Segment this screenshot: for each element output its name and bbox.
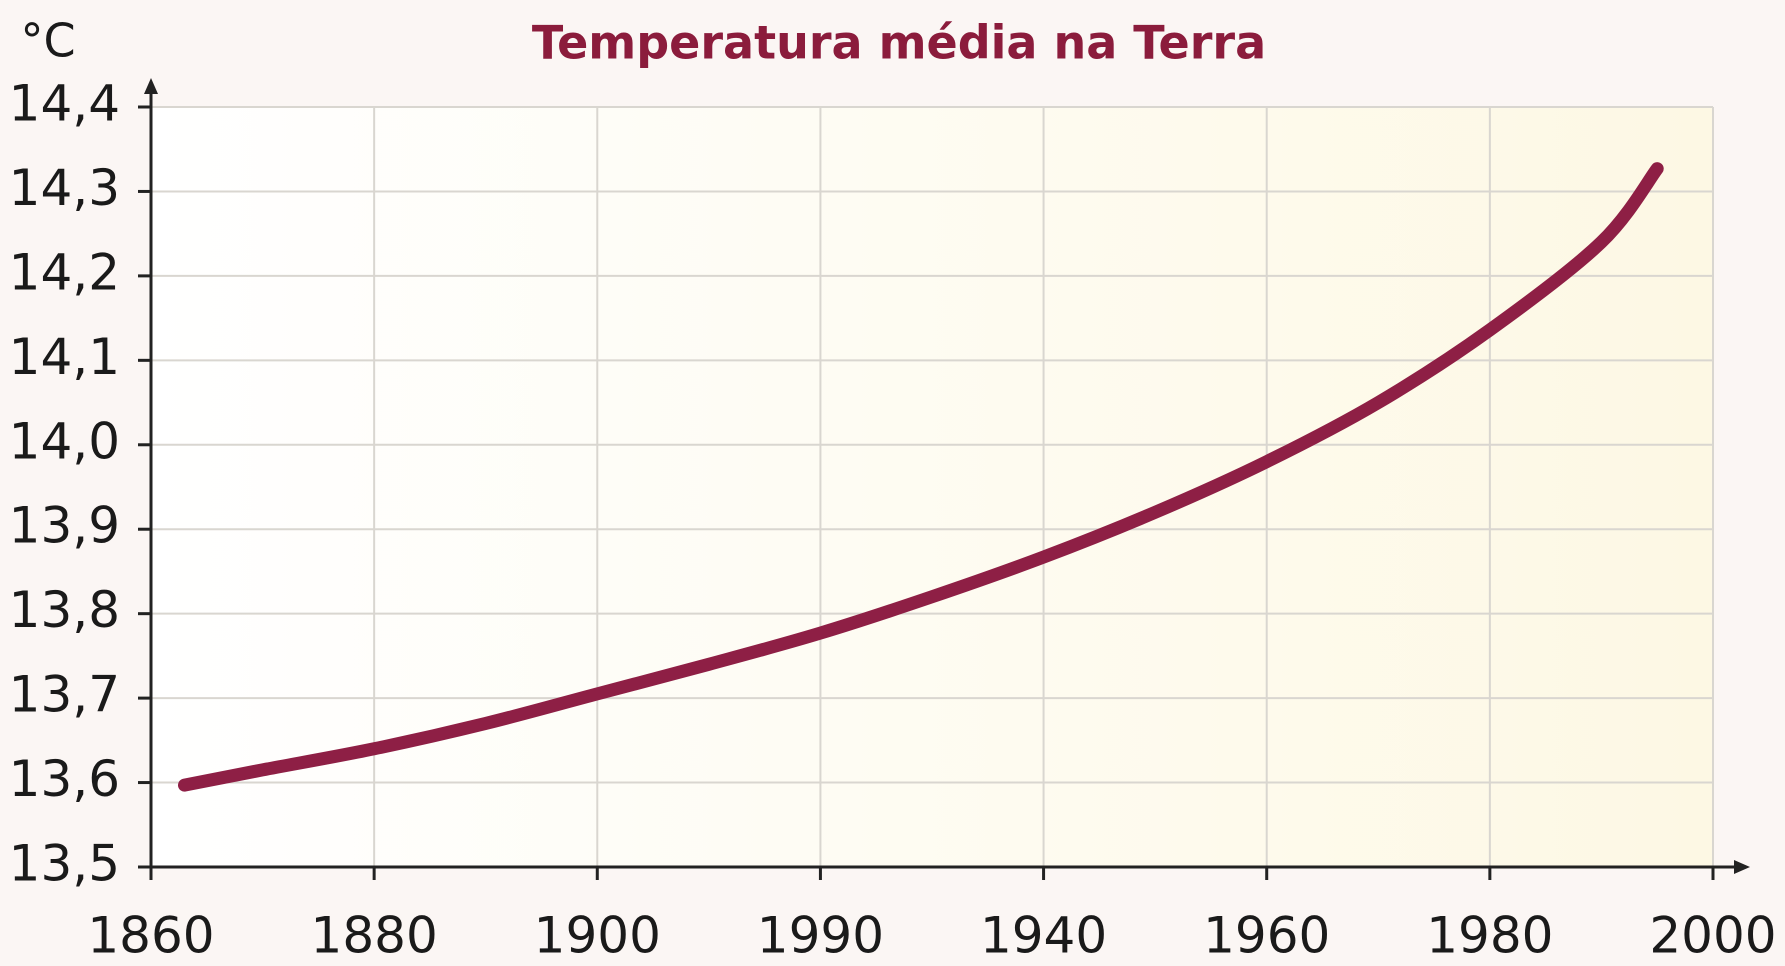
y-axis-label: °C bbox=[20, 14, 75, 68]
x-axis-arrow bbox=[1734, 860, 1750, 874]
y-tick-label: 14,0 bbox=[9, 412, 120, 470]
x-tick-label: 1940 bbox=[980, 907, 1107, 965]
marks bbox=[177, 162, 1664, 792]
x-tick-label: 1860 bbox=[87, 907, 214, 965]
x-tick-label: 1880 bbox=[311, 907, 438, 965]
x-tick-label: 1900 bbox=[534, 907, 661, 965]
chart-title: Temperatura média na Terra bbox=[532, 16, 1266, 70]
x-tick-label: 1990 bbox=[757, 907, 884, 965]
y-tick-label: 13,6 bbox=[9, 750, 120, 808]
y-tick-label: 14,1 bbox=[9, 328, 120, 386]
y-tick-label: 13,7 bbox=[9, 666, 120, 724]
y-tick-label: 14,3 bbox=[9, 159, 120, 217]
x-tick-label: 1980 bbox=[1426, 907, 1553, 965]
y-tick-label: 13,5 bbox=[9, 835, 120, 893]
data-line bbox=[177, 162, 1664, 792]
x-tick-label: 1960 bbox=[1203, 907, 1330, 965]
y-tick-label: 13,9 bbox=[9, 497, 120, 555]
y-axis-arrow bbox=[144, 78, 158, 94]
y-tick-label: 14,4 bbox=[9, 75, 120, 133]
y-tick-label: 13,8 bbox=[9, 581, 120, 639]
x-tick-label: 2000 bbox=[1649, 907, 1776, 965]
y-tick-label: 14,2 bbox=[9, 243, 120, 301]
